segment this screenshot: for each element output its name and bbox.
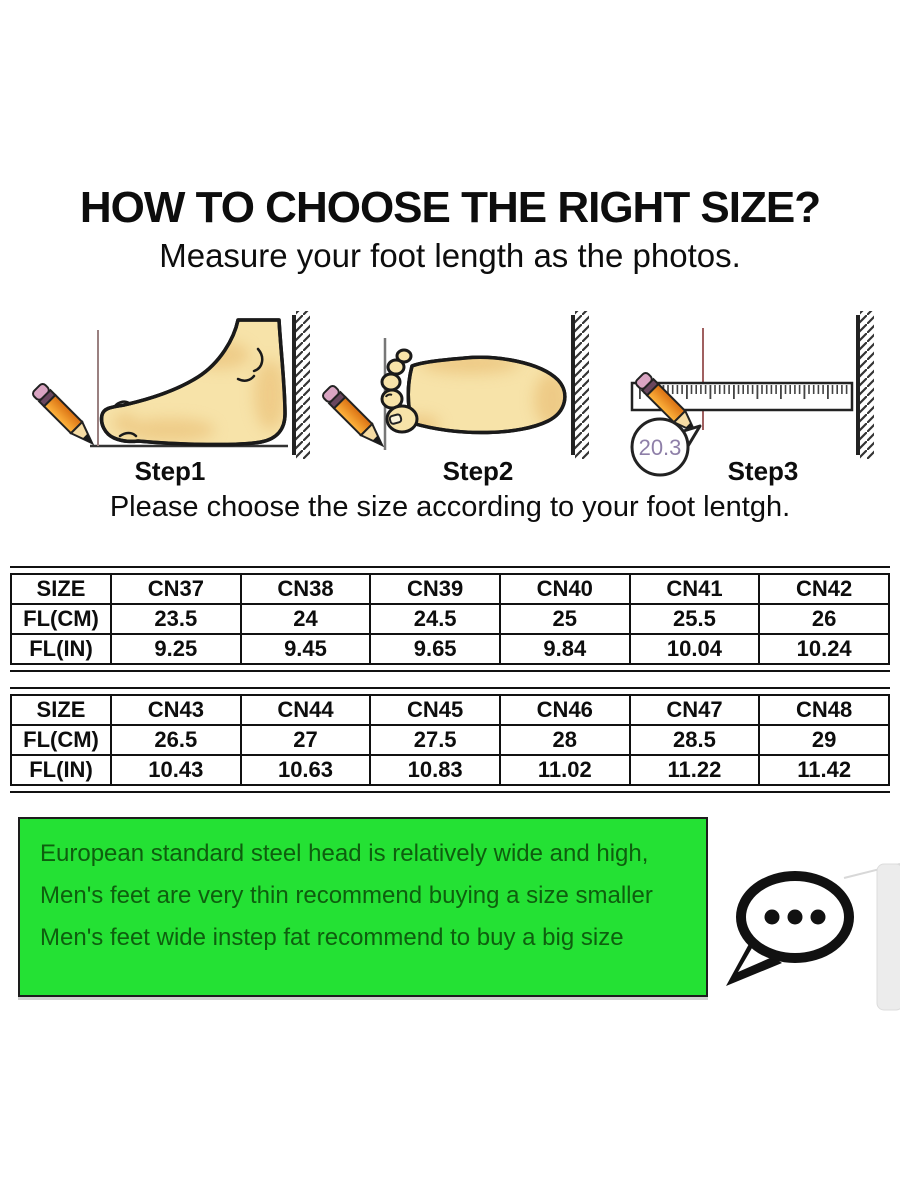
table-cell: 9.65 <box>369 633 501 665</box>
size-table-cn37-cn42: SIZE CN37 CN38 CN39 CN40 CN41 CN42 FL(CM… <box>10 566 890 672</box>
table-cell: 11.02 <box>498 754 631 786</box>
pencil-icon <box>320 383 389 452</box>
table-cell: 9.84 <box>498 633 631 665</box>
table-cell: 28.5 <box>628 724 761 756</box>
table-cell: 25 <box>498 603 631 635</box>
table-row: FL(IN) 10.43 10.63 10.83 11.02 11.22 11.… <box>10 754 890 786</box>
table-header-cell: CN37 <box>110 573 242 605</box>
page-title: HOW TO CHOOSE THE RIGHT SIZE? <box>79 183 821 232</box>
wall-hatch-icon <box>571 309 590 461</box>
note-line: Men's feet are very thin recommend buyin… <box>40 882 653 909</box>
table-header-cell: CN40 <box>498 573 631 605</box>
note-line: European standard steel head is relative… <box>40 840 649 867</box>
table-cell: 25.5 <box>628 603 761 635</box>
table-header-cell: CN42 <box>758 573 890 605</box>
table-header-cell: SIZE <box>10 573 112 605</box>
pencil-icon <box>30 381 99 450</box>
table-row: FL(CM) 26.5 27 27.5 28 28.5 29 <box>10 724 890 756</box>
measurement-value: 20.3 <box>639 435 682 460</box>
table-header-cell: CN41 <box>628 573 761 605</box>
table-cell: 28 <box>498 724 631 756</box>
chat-bubble-icon[interactable] <box>722 858 900 1016</box>
table-header-cell: SIZE <box>10 694 112 726</box>
wall-hatch-icon <box>856 309 876 461</box>
table-cell: 26 <box>758 603 890 635</box>
table-cell: FL(CM) <box>10 603 112 635</box>
step1-foot-side-illustration <box>30 309 312 461</box>
foot-top-icon <box>380 348 567 435</box>
table-header-cell: CN44 <box>239 694 372 726</box>
table-cell: 26.5 <box>110 724 242 756</box>
table-cell: 11.22 <box>628 754 761 786</box>
note-line: Men's feet wide instep fat recommend to … <box>40 924 624 951</box>
table-cell: FL(IN) <box>10 754 112 786</box>
size-table-cn43-cn48: SIZE CN43 CN44 CN45 CN46 CN47 CN48 FL(CM… <box>10 687 890 793</box>
step3-ruler-illustration: 20.3 <box>630 309 876 477</box>
table-cell: 10.24 <box>758 633 890 665</box>
table-header-cell: CN43 <box>110 694 242 726</box>
page-subtitle: Measure your foot length as the photos. <box>159 237 741 274</box>
speech-bubble-with-dots <box>726 871 854 986</box>
table-cell: 10.43 <box>110 754 242 786</box>
fit-notes-box: European standard steel head is relative… <box>18 817 708 997</box>
table-cell: 9.45 <box>239 633 372 665</box>
table-header-cell: CN39 <box>369 573 501 605</box>
table-header-cell: CN47 <box>628 694 761 726</box>
measurement-bubble-icon: 20.3 <box>630 417 702 477</box>
wall-hatch-icon <box>292 309 312 461</box>
table-cell: 11.42 <box>758 754 890 786</box>
table-header-cell: CN38 <box>239 573 372 605</box>
table-row: SIZE CN37 CN38 CN39 CN40 CN41 CN42 <box>10 573 890 605</box>
table-cell: 27 <box>239 724 372 756</box>
table-row: FL(CM) 23.5 24 24.5 25 25.5 26 <box>10 603 890 635</box>
table-header-cell: CN48 <box>758 694 890 726</box>
table-row: SIZE CN43 CN44 CN45 CN46 CN47 CN48 <box>10 694 890 726</box>
foot-side-icon <box>99 318 287 447</box>
table-cell: 24.5 <box>369 603 501 635</box>
table-cell: 23.5 <box>110 603 242 635</box>
table-cell: 10.04 <box>628 633 761 665</box>
table-header-cell: CN45 <box>369 694 501 726</box>
table-row: FL(IN) 9.25 9.45 9.65 9.84 10.04 10.24 <box>10 633 890 665</box>
side-floating-button[interactable] <box>876 863 900 1011</box>
table-cell: FL(CM) <box>10 724 112 756</box>
step3-label: Step3 <box>727 456 799 486</box>
toenail-icon <box>388 413 403 425</box>
table-cell: FL(IN) <box>10 633 112 665</box>
table-cell: 10.63 <box>239 754 372 786</box>
instruction-text: Please choose the size according to your… <box>109 491 791 523</box>
step2-label: Step2 <box>442 456 514 486</box>
table-cell: 27.5 <box>369 724 501 756</box>
table-cell: 10.83 <box>369 754 501 786</box>
table-cell: 29 <box>758 724 890 756</box>
table-cell: 24 <box>239 603 372 635</box>
table-header-cell: CN46 <box>498 694 631 726</box>
step1-label: Step1 <box>134 456 206 486</box>
step2-foot-top-illustration <box>320 309 590 461</box>
table-cell: 9.25 <box>110 633 242 665</box>
